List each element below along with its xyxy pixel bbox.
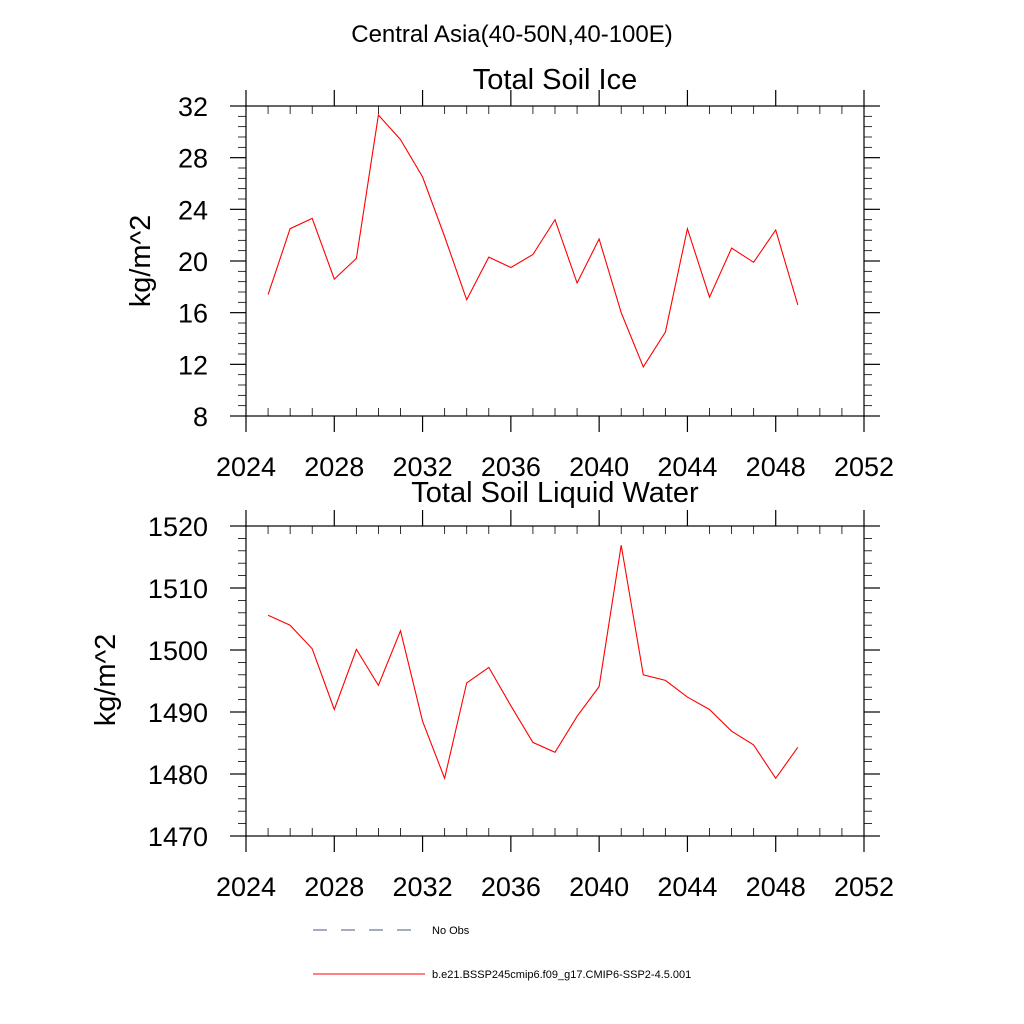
- y-axis-title: kg/m^2: [90, 634, 122, 727]
- series-line: [267, 113, 799, 369]
- chart-panel-soil-liquid-water: Total Soil Liquid Water kg/m^2 2024 2028 2…: [90, 477, 894, 902]
- x-tick-label: 2036: [481, 872, 541, 902]
- plot-title: Total Soil Ice: [473, 64, 637, 96]
- x-tick-label: 2044: [657, 872, 717, 902]
- legend-label-model: b.e21.BSSP245cmip6.f09_g17.CMIP6-SSP2-4.…: [432, 969, 691, 981]
- x-tick-label: 2052: [834, 872, 894, 902]
- x-tick-label: 2024: [216, 872, 276, 902]
- x-tick-label: 2032: [393, 452, 453, 482]
- y-tick-label: 1500: [148, 636, 208, 666]
- y-tick-label: 24: [178, 195, 208, 225]
- x-tick-label: 2028: [304, 872, 364, 902]
- plot-frame: [245, 525, 865, 837]
- x-tick-label: 2036: [481, 452, 541, 482]
- y-tick-label: 1520: [148, 512, 208, 542]
- y-tick-label: 16: [178, 299, 208, 329]
- x-tick-label: 2048: [746, 872, 806, 902]
- chart-panel-soil-ice: Total Soil Ice kg/m^2 2024 2028 2032 2036 20…: [125, 64, 894, 482]
- x-tick-label: 2028: [304, 452, 364, 482]
- y-tick-label: 32: [178, 92, 208, 122]
- x-tick-label: 2040: [569, 872, 629, 902]
- plot-frame: [245, 105, 865, 417]
- series-line: [267, 545, 799, 781]
- y-tick-label: 20: [178, 247, 208, 277]
- legend: No Obs b.e21.BSSP245cmip6.f09_g17.CMIP6-…: [313, 925, 691, 981]
- y-tick-label: 1480: [148, 760, 208, 790]
- x-tick-label: 2048: [746, 452, 806, 482]
- y-tick-label: 1470: [148, 822, 208, 852]
- y-tick-label: 1510: [148, 574, 208, 604]
- x-tick-label: 2024: [216, 452, 276, 482]
- y-tick-label: 28: [178, 144, 208, 174]
- x-tick-label: 2044: [657, 452, 717, 482]
- x-tick-label: 2040: [569, 452, 629, 482]
- y-axis-title: kg/m^2: [125, 215, 157, 308]
- figure-title: Central Asia(40-50N,40-100E): [351, 21, 673, 48]
- y-tick-label: 1490: [148, 698, 208, 728]
- legend-label-no-obs: No Obs: [432, 925, 470, 937]
- y-tick-label: 8: [193, 402, 208, 432]
- y-tick-label: 12: [178, 350, 208, 380]
- x-tick-label: 2032: [393, 872, 453, 902]
- plot-title: Total Soil Liquid Water: [411, 477, 699, 509]
- x-tick-label: 2052: [834, 452, 894, 482]
